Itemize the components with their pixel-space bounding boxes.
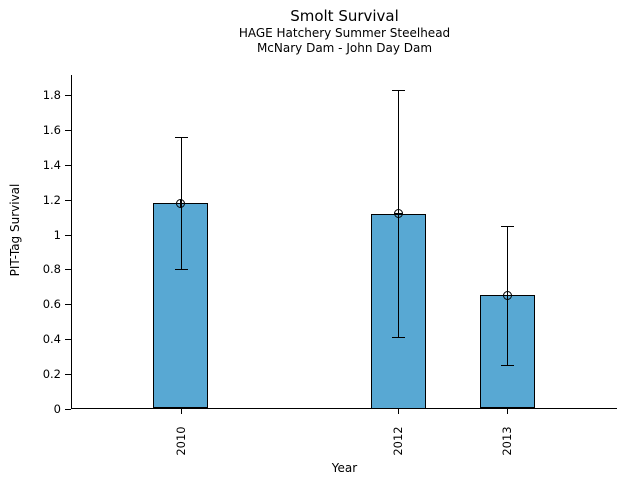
y-tick-mark [65, 95, 71, 96]
x-axis-spine [71, 408, 617, 409]
data-point-marker [176, 199, 185, 208]
marker-cross-h [395, 212, 402, 214]
y-tick-label: 1.8 [42, 88, 61, 102]
y-tick-label: 0.6 [42, 297, 61, 311]
x-tick-mark [507, 409, 508, 414]
y-tick-mark [65, 200, 71, 201]
error-bar-cap-top [175, 137, 188, 138]
error-bar-cap-bottom [501, 365, 514, 366]
y-tick-label: 1.2 [42, 193, 61, 207]
y-tick-mark [65, 165, 71, 166]
y-tick-mark [65, 269, 71, 270]
error-bar-cap-bottom [392, 337, 405, 338]
x-tick-label-2013: 2013 [500, 426, 514, 456]
x-tick-mark [181, 409, 182, 414]
bar-2010 [153, 203, 208, 408]
x-tick-mark [398, 409, 399, 414]
y-tick-mark [65, 235, 71, 236]
chart-header: Smolt Survival HAGE Hatchery Summer Stee… [72, 7, 617, 56]
y-axis-spine [71, 75, 72, 409]
chart-subtitle-line1: HAGE Hatchery Summer Steelhead [238, 26, 451, 40]
marker-cross-v [397, 210, 399, 217]
x-tick-label-2010: 2010 [174, 426, 188, 456]
y-tick-label: 0.8 [42, 262, 61, 276]
data-point-marker [503, 291, 512, 300]
error-bar-cap-bottom [175, 269, 188, 270]
y-tick-label: 1.6 [42, 123, 61, 137]
y-tick-label: 0.2 [42, 367, 61, 381]
chart-subtitle-line2: McNary Dam - John Day Dam [256, 41, 433, 55]
marker-cross-v [179, 200, 181, 207]
y-tick-mark [65, 339, 71, 340]
y-tick-mark [65, 374, 71, 375]
x-axis-label: Year [331, 461, 358, 475]
data-point-marker [394, 209, 403, 218]
marker-cross-v [506, 292, 508, 299]
y-tick-mark [65, 304, 71, 305]
error-bar-cap-top [501, 226, 514, 227]
y-tick-mark [65, 409, 71, 410]
error-bar-cap-top [392, 90, 405, 91]
y-tick-label: 0.4 [42, 332, 61, 346]
marker-cross-h [504, 294, 511, 296]
y-tick-label: 1.4 [42, 158, 61, 172]
y-tick-label: 1 [53, 228, 61, 242]
marker-cross-h [177, 202, 184, 204]
chart-title: Smolt Survival [290, 7, 399, 25]
y-tick-label: 0 [53, 402, 61, 416]
y-tick-mark [65, 130, 71, 131]
x-tick-label-2012: 2012 [391, 426, 405, 456]
